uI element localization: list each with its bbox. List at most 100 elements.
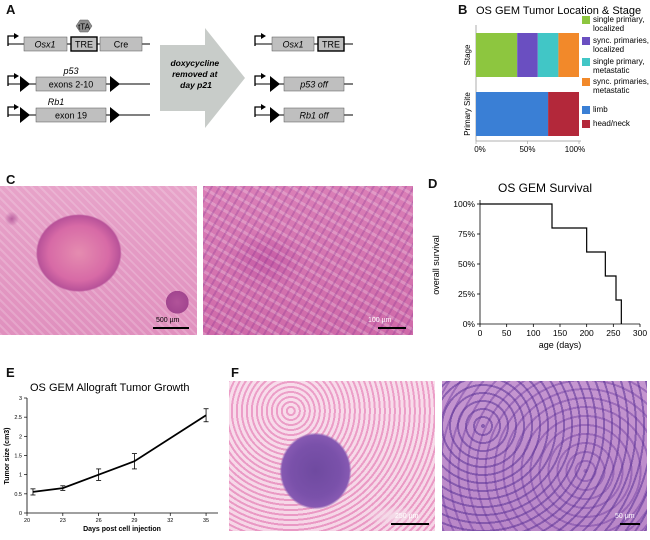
left-row2-construct: p53 exons 2-10 [7,66,150,92]
legend-label-2: single primary, metastatic [593,57,644,75]
right-osx1-label: Osx1 [282,40,303,50]
scale-bar [391,523,429,525]
x-tick-label-6: 300 [633,328,647,338]
chart-d-title: OS GEM Survival [498,181,592,195]
right-row2-construct: p53 off [254,73,353,92]
left-row3-construct: Rb1 exon 19 [7,97,150,123]
y-tick-label-2: 1 [19,473,22,479]
tta-badge-icon [75,19,93,33]
scale-bar [378,327,406,329]
right-row3-construct: Rb1 off [254,104,353,123]
y-tick-label-0: 0% [463,319,476,329]
left-osx1-label: Osx1 [34,40,55,50]
y-tick-label-4: 100% [453,199,475,209]
y-tick-label-4: 2 [19,434,22,440]
histology-image-low-mag [0,186,197,335]
allograft-growth-chart: OS GEM Allograft Tumor Growth 20 23 26 29 32… [4,382,218,533]
x-tick-label-4: 200 [580,328,594,338]
histology-image-lung-low-mag [229,381,435,531]
legend-label-3: sync. primaries, metastatic [593,77,649,95]
right-row1-construct: Osx1 TRE [254,33,353,52]
x-tick-label-1: 23 [60,518,66,524]
legend-label-0: single primary, localized [593,15,644,33]
panel-label-f: F [231,365,239,380]
x-tick-label-1: 50% [519,145,535,154]
chart-e-title: OS GEM Allograft Tumor Growth [30,382,190,394]
bar-segment-0 [476,33,518,77]
y-tick-label-1: 0.5 [14,492,22,498]
bar-segment-4 [476,92,549,136]
y-tick-label-1: 25% [458,289,475,299]
bar-segment-3 [558,33,579,77]
left-p53-exons-label: exons 2-10 [49,80,94,90]
survival-chart: OS GEM Survival 0 50 100 150 200 250 300 0% 25% 5… [431,181,647,350]
right-rb1-off-label: Rb1 off [299,111,330,121]
panel-label-d: D [428,176,438,191]
loxp-icon [20,76,30,92]
x-tick-label-2: 100 [526,328,540,338]
left-rb1-label: Rb1 [48,97,65,107]
x-tick-label-0: 0 [478,328,483,338]
bar-segment-5 [548,92,579,136]
panel-b: B OS GEM Tumor Location & Stage Stage Pri… [458,0,650,160]
category-label-1: Primary Site [463,92,472,136]
arrow-text: doxycycline removed at day p21 [170,58,221,90]
y-tick-label-2: 50% [458,259,475,269]
x-tick-label-4: 32 [167,518,173,524]
panel-e: E OS GEM Allograft Tumor Growth 20 23 26 29… [0,363,225,535]
panel-d: D OS GEM Survival 0 50 100 150 200 250 300 0% 25… [425,172,650,352]
x-tick-label-3: 29 [131,518,137,524]
panel-label-e: E [6,365,15,380]
legend-swatch-2 [582,58,590,66]
scale-bar [620,523,640,525]
loxp-icon [110,107,120,123]
legend-swatch-4 [582,106,590,114]
x-tick-label-2: 26 [96,518,102,524]
x-tick-label-5: 250 [606,328,620,338]
growth-line [32,414,207,493]
left-rb1-exon-label: exon 19 [55,111,87,121]
tta-badge-label: tTA [78,23,91,32]
stage-location-chart: OS GEM Tumor Location & Stage Stage Prima… [463,5,649,154]
x-tick-label-0: 20 [24,518,30,524]
chart-e-ylabel: Tumor size (cm3) [4,427,11,484]
x-tick-label-2: 100% [565,145,585,154]
scale-label-100um: 100 µm [368,317,392,324]
panel-c: C 500 µm 100 µm [0,168,415,338]
y-tick-label-3: 1.5 [14,454,22,460]
chart-b-title: OS GEM Tumor Location & Stage [476,5,641,17]
x-tick-label-1: 50 [502,328,512,338]
chart-d-xlabel: age (days) [539,340,582,350]
bar-segment-1 [517,33,538,77]
histology-image-high-mag [203,186,413,335]
left-p53-label: p53 [62,66,78,76]
panel-label-a: A [6,2,16,17]
legend-swatch-3 [582,78,590,86]
left-row1-construct: Osx1 TRE tTA Cre [7,19,150,52]
left-tre-label: TRE [75,40,93,50]
y-tick-label-3: 75% [458,229,475,239]
y-tick-label-6: 3 [19,396,22,402]
y-tick-label-5: 2.5 [14,415,22,421]
chart-e-xlabel: Days post cell injection [83,526,161,533]
legend-label-1: sync. primaries, localized [593,36,649,54]
left-cre-label: Cre [114,40,129,50]
x-tick-label-5: 35 [203,518,209,524]
right-tre-label: TRE [322,40,340,50]
x-tick-label-0: 0% [474,145,486,154]
legend-label-5: head/neck [593,119,631,128]
loxp-icon [110,76,120,92]
scale-label-250um: 250 µm [395,513,419,520]
category-label-0: Stage [463,44,472,65]
right-p53-off-label: p53 off [299,80,329,90]
loxp-icon [270,76,280,92]
panel-label-b: B [458,2,468,17]
chart-d-ylabel: overall survival [431,235,441,295]
loxp-icon [20,107,30,123]
panel-label-c: C [6,172,16,187]
bar-segment-2 [537,33,559,77]
legend-swatch-0 [582,16,590,24]
scale-label-500um: 500 µm [156,317,180,324]
survival-step-line [480,203,622,324]
x-tick-label-3: 150 [553,328,567,338]
